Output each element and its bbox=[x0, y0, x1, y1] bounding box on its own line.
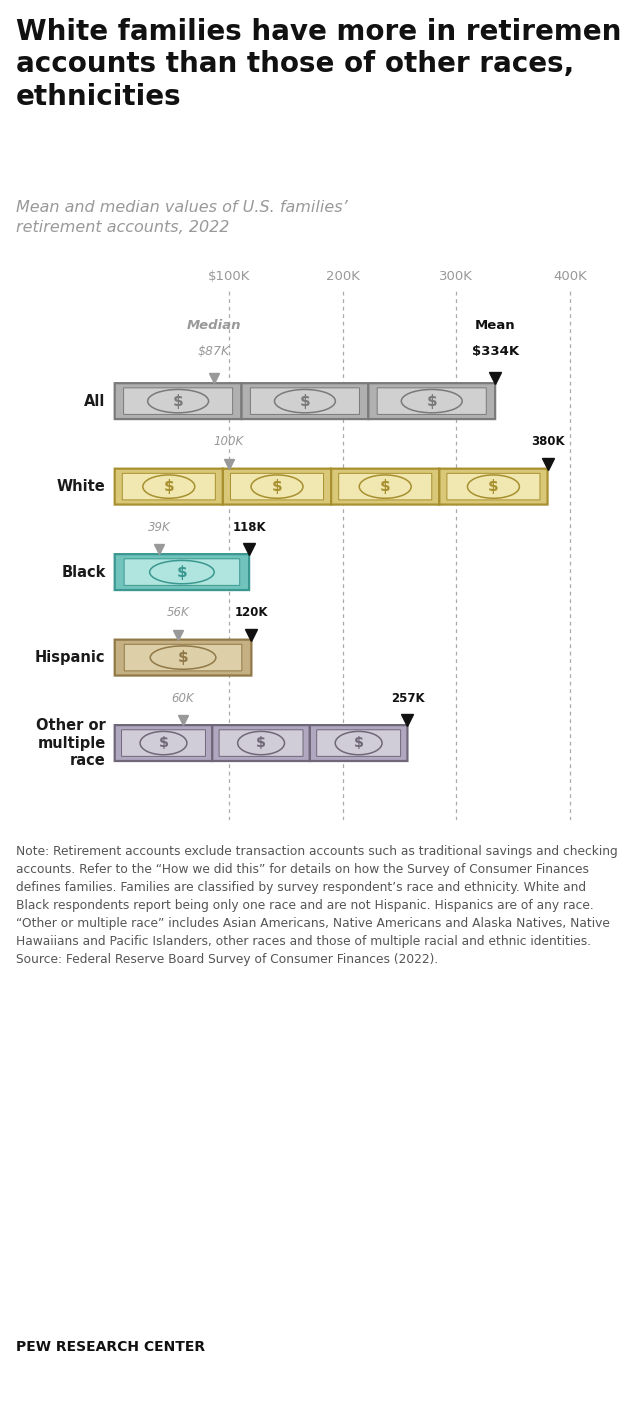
Text: Hispanic: Hispanic bbox=[35, 650, 105, 665]
FancyBboxPatch shape bbox=[440, 468, 547, 505]
Text: $87K: $87K bbox=[198, 344, 230, 357]
Text: $: $ bbox=[427, 394, 437, 409]
Text: $: $ bbox=[164, 479, 174, 494]
Ellipse shape bbox=[237, 731, 285, 755]
Text: 118K: 118K bbox=[232, 520, 266, 534]
Text: 257K: 257K bbox=[391, 692, 424, 704]
Ellipse shape bbox=[335, 731, 382, 755]
Text: White families have more in retirement
accounts than those of other races,
ethni: White families have more in retirement a… bbox=[16, 18, 620, 111]
Text: $: $ bbox=[488, 479, 498, 494]
FancyBboxPatch shape bbox=[115, 384, 242, 419]
FancyBboxPatch shape bbox=[122, 474, 215, 501]
FancyBboxPatch shape bbox=[223, 468, 331, 505]
FancyBboxPatch shape bbox=[124, 644, 242, 671]
Ellipse shape bbox=[251, 475, 303, 498]
FancyBboxPatch shape bbox=[242, 384, 368, 419]
Ellipse shape bbox=[359, 475, 411, 498]
Text: Other or
multiple
race: Other or multiple race bbox=[36, 718, 105, 768]
FancyBboxPatch shape bbox=[377, 388, 486, 415]
Text: Median: Median bbox=[187, 319, 241, 332]
Ellipse shape bbox=[148, 389, 208, 413]
Ellipse shape bbox=[150, 645, 216, 669]
Ellipse shape bbox=[143, 475, 195, 498]
FancyBboxPatch shape bbox=[124, 558, 240, 585]
Text: $: $ bbox=[272, 479, 282, 494]
Text: 60K: 60K bbox=[172, 692, 195, 704]
FancyBboxPatch shape bbox=[231, 474, 324, 501]
FancyBboxPatch shape bbox=[115, 640, 251, 675]
Text: $: $ bbox=[177, 565, 187, 579]
Text: 100K: 100K bbox=[213, 434, 244, 449]
FancyBboxPatch shape bbox=[123, 388, 232, 415]
Text: 120K: 120K bbox=[234, 606, 268, 619]
FancyBboxPatch shape bbox=[212, 725, 310, 761]
Text: $: $ bbox=[299, 394, 310, 409]
Text: $: $ bbox=[380, 479, 391, 494]
FancyBboxPatch shape bbox=[115, 554, 249, 591]
Text: 56K: 56K bbox=[167, 606, 190, 619]
FancyBboxPatch shape bbox=[115, 725, 212, 761]
Ellipse shape bbox=[149, 561, 214, 583]
FancyBboxPatch shape bbox=[250, 388, 360, 415]
Ellipse shape bbox=[140, 731, 187, 755]
Text: $: $ bbox=[353, 737, 364, 749]
FancyBboxPatch shape bbox=[368, 384, 495, 419]
Text: $: $ bbox=[256, 737, 266, 749]
Text: PEW RESEARCH CENTER: PEW RESEARCH CENTER bbox=[16, 1340, 205, 1354]
Text: $: $ bbox=[173, 394, 184, 409]
Text: Mean: Mean bbox=[475, 319, 515, 332]
Text: Mean and median values of U.S. families’
retirement accounts, 2022: Mean and median values of U.S. families’… bbox=[16, 200, 347, 235]
Ellipse shape bbox=[467, 475, 520, 498]
Text: $334K: $334K bbox=[472, 344, 519, 357]
Text: Note: Retirement accounts exclude transaction accounts such as traditional savin: Note: Retirement accounts exclude transa… bbox=[16, 845, 618, 966]
Text: 380K: 380K bbox=[531, 434, 564, 449]
Ellipse shape bbox=[401, 389, 462, 413]
Text: Black: Black bbox=[61, 565, 105, 579]
Text: All: All bbox=[84, 394, 105, 409]
FancyBboxPatch shape bbox=[447, 474, 540, 501]
Text: White: White bbox=[57, 479, 105, 494]
Text: 39K: 39K bbox=[148, 520, 171, 534]
FancyBboxPatch shape bbox=[310, 725, 407, 761]
FancyBboxPatch shape bbox=[122, 730, 205, 756]
FancyBboxPatch shape bbox=[317, 730, 401, 756]
Text: $: $ bbox=[178, 650, 188, 665]
Ellipse shape bbox=[275, 389, 335, 413]
FancyBboxPatch shape bbox=[339, 474, 432, 501]
FancyBboxPatch shape bbox=[115, 468, 223, 505]
Text: $: $ bbox=[159, 737, 169, 749]
FancyBboxPatch shape bbox=[331, 468, 440, 505]
FancyBboxPatch shape bbox=[219, 730, 303, 756]
